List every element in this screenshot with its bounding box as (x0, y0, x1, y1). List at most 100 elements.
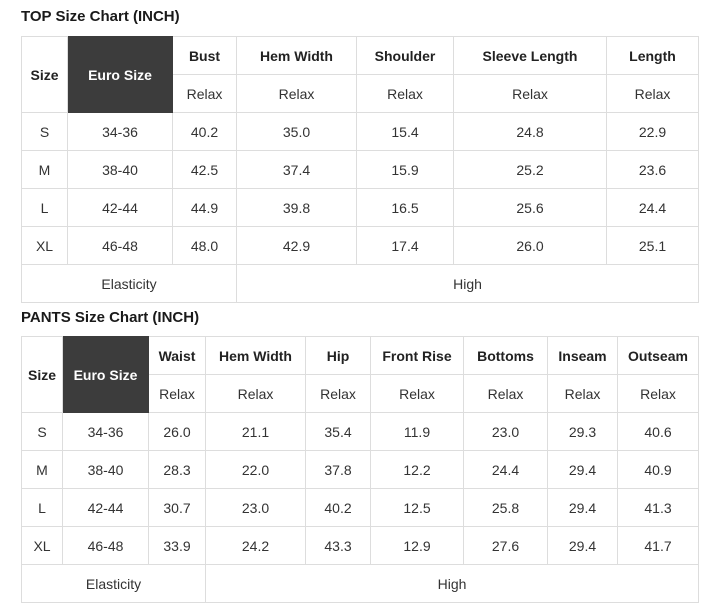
fit-type-cell: Relax (453, 74, 607, 113)
euro-size-cell: 34-36 (62, 412, 149, 451)
euro-size-cell: 38-40 (67, 150, 173, 189)
measurement-value-cell: 28.3 (148, 450, 206, 489)
size-row-m: M 38-40 28.3 22.0 37.8 12.2 24.4 29.4 40.9 (21, 450, 699, 489)
measurement-value-cell: 26.0 (148, 412, 206, 451)
measurement-value-cell: 29.4 (547, 488, 618, 527)
measurement-value-cell: 15.9 (356, 150, 454, 189)
measurement-value-cell: 12.9 (370, 526, 464, 565)
measurement-value-cell: 24.4 (606, 188, 699, 227)
euro-size-cell: 38-40 (62, 450, 149, 489)
measurement-value-cell: 16.5 (356, 188, 454, 227)
measurement-value-cell: 40.9 (617, 450, 699, 489)
measurement-value-cell: 37.8 (305, 450, 371, 489)
measurement-value-cell: 35.0 (236, 112, 357, 151)
euro-size-cell: 46-48 (67, 226, 173, 265)
size-row-l: L 42-44 44.9 39.8 16.5 25.6 24.4 (21, 188, 699, 227)
measurement-value-cell: 43.3 (305, 526, 371, 565)
measurement-value-cell: 27.6 (463, 526, 548, 565)
measurement-value-cell: 42.5 (172, 150, 237, 189)
measure-column-header-cell: Hem Width (236, 36, 357, 75)
measurement-value-cell: 44.9 (172, 188, 237, 227)
size-cell: L (21, 488, 63, 527)
measurement-value-cell: 25.2 (453, 150, 607, 189)
measure-column-header-cell: Waist (148, 336, 206, 375)
measurement-value-cell: 21.1 (205, 412, 306, 451)
measurement-value-cell: 30.7 (148, 488, 206, 527)
size-column-header-cell: Size (21, 336, 63, 413)
elasticity-row: Elasticity High (21, 264, 699, 303)
measurement-value-cell: 24.8 (453, 112, 607, 151)
size-row-m: M 38-40 42.5 37.4 15.9 25.2 23.6 (21, 150, 699, 189)
top-size-chart-table: Size Euro Size Bust Hem Width Shoulder Sleeve… (21, 36, 699, 303)
elasticity-label-cell: Elasticity (21, 264, 237, 303)
elasticity-value-cell: High (236, 264, 699, 303)
size-column-header-cell: Size (21, 36, 68, 113)
measurement-value-cell: 23.6 (606, 150, 699, 189)
euro-size-column-header-cell: Euro Size (67, 36, 173, 113)
measurement-value-cell: 26.0 (453, 226, 607, 265)
top-size-chart-section: TOP Size Chart (INCH) Size Euro Size Bust H… (21, 8, 699, 303)
measurement-value-cell: 22.0 (205, 450, 306, 489)
size-row-s: S 34-36 26.0 21.1 35.4 11.9 23.0 29.3 40.6 (21, 412, 699, 451)
euro-size-cell: 42-44 (67, 188, 173, 227)
pants-chart-title: PANTS Size Chart (INCH) (21, 309, 200, 326)
measurement-value-cell: 17.4 (356, 226, 454, 265)
measurement-value-cell: 22.9 (606, 112, 699, 151)
measure-column-header-cell: Hem Width (205, 336, 306, 375)
measurement-value-cell: 11.9 (370, 412, 464, 451)
size-cell: M (21, 150, 68, 189)
measure-column-header-cell: Inseam (547, 336, 618, 375)
euro-size-cell: 34-36 (67, 112, 173, 151)
measurement-value-cell: 12.2 (370, 450, 464, 489)
measurement-value-cell: 24.4 (463, 450, 548, 489)
measurement-value-cell: 29.4 (547, 526, 618, 565)
size-row-s: S 34-36 40.2 35.0 15.4 24.8 22.9 (21, 112, 699, 151)
size-row-xl: XL 46-48 48.0 42.9 17.4 26.0 25.1 (21, 226, 699, 265)
measurement-value-cell: 33.9 (148, 526, 206, 565)
measurement-value-cell: 37.4 (236, 150, 357, 189)
size-row-xl: XL 46-48 33.9 24.2 43.3 12.9 27.6 29.4 41.7 (21, 526, 699, 565)
measure-column-header-cell: Outseam (617, 336, 699, 375)
measurement-value-cell: 40.6 (617, 412, 699, 451)
elasticity-label-cell: Elasticity (21, 564, 206, 603)
fit-type-cell: Relax (172, 74, 237, 113)
measurement-value-cell: 42.9 (236, 226, 357, 265)
measurement-value-cell: 39.8 (236, 188, 357, 227)
fit-type-cell: Relax (305, 374, 371, 413)
measurement-value-cell: 25.8 (463, 488, 548, 527)
size-row-l: L 42-44 30.7 23.0 40.2 12.5 25.8 29.4 41.3 (21, 488, 699, 527)
measurement-value-cell: 23.0 (205, 488, 306, 527)
measure-column-header-cell: Bust (172, 36, 237, 75)
measurement-value-cell: 35.4 (305, 412, 371, 451)
euro-size-column-header-cell: Euro Size (62, 336, 149, 413)
fit-type-cell: Relax (463, 374, 548, 413)
measurement-value-cell: 48.0 (172, 226, 237, 265)
measurement-value-cell: 23.0 (463, 412, 548, 451)
pants-size-chart-table: Size Euro Size Waist Hem Width Hip Front Rise… (21, 336, 699, 603)
elasticity-value-cell: High (205, 564, 699, 603)
elasticity-row: Elasticity High (21, 564, 699, 603)
measure-column-header-cell: Sleeve Length (453, 36, 607, 75)
measure-column-header-cell: Front Rise (370, 336, 464, 375)
euro-size-cell: 42-44 (62, 488, 149, 527)
fit-type-cell: Relax (606, 74, 699, 113)
size-cell: XL (21, 226, 68, 265)
fit-type-cell: Relax (370, 374, 464, 413)
top-chart-title: TOP Size Chart (INCH) (21, 8, 180, 25)
measurement-value-cell: 41.3 (617, 488, 699, 527)
measurement-value-cell: 25.6 (453, 188, 607, 227)
fit-type-cell: Relax (205, 374, 306, 413)
measurement-value-cell: 12.5 (370, 488, 464, 527)
fit-type-cell: Relax (547, 374, 618, 413)
size-cell: XL (21, 526, 63, 565)
measurement-value-cell: 15.4 (356, 112, 454, 151)
measurement-value-cell: 40.2 (305, 488, 371, 527)
size-cell: L (21, 188, 68, 227)
measurement-value-cell: 24.2 (205, 526, 306, 565)
fit-type-cell: Relax (617, 374, 699, 413)
measure-column-header-cell: Shoulder (356, 36, 454, 75)
fit-type-cell: Relax (148, 374, 206, 413)
measurement-value-cell: 41.7 (617, 526, 699, 565)
fit-type-cell: Relax (356, 74, 454, 113)
